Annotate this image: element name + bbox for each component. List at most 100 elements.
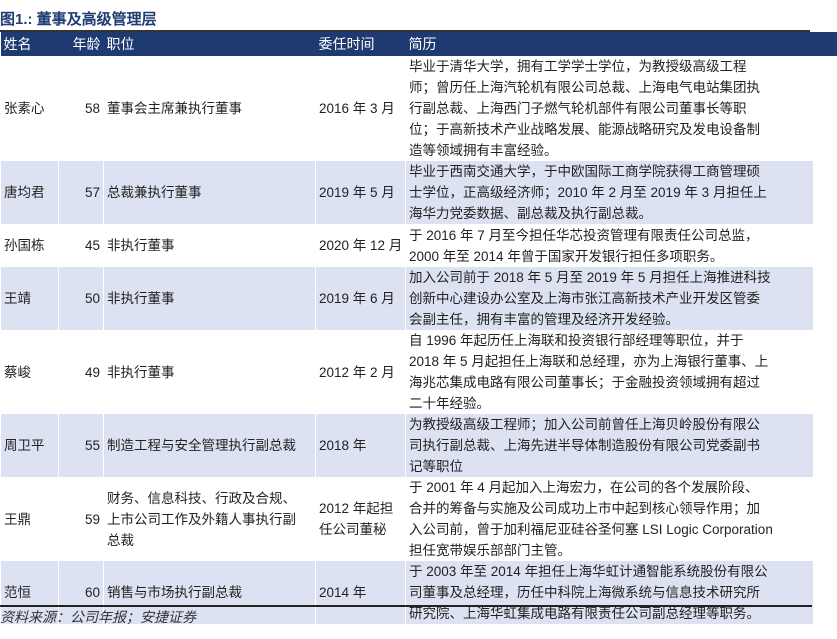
cell-bio-line: 会副主任，拥有丰富的管理及经济开发经验。 (409, 312, 679, 327)
table-row: 蔡峻 49 非执行董事 2012 年 2 月自 1996 年起历任上海联和投资银行部经… (0, 330, 813, 414)
cell-bio-line: 于 2016 年 7 月至今担任华芯投资管理有限责任公司总监， (409, 227, 759, 243)
cell-position-line: 上市公司工作及外籍人事执行副 (107, 511, 296, 527)
cell-position-line: 销售与市场执行副总裁 (107, 585, 242, 600)
cell-appointed-line: 2019 年 6 月 (319, 291, 395, 306)
cell-position: 非执行董事 (103, 330, 316, 414)
cell-age: 59 (58, 477, 104, 561)
table-row: 王鼎 59 财务、信息科技、行政及合规、 上市公司工作及外籍人事执行副 总裁 2012 年… (0, 477, 813, 561)
figure-title: 图1.: 董事及高级管理层 (0, 11, 157, 28)
management-table: 姓名 年龄 职位 委任时间 简历 张素心 58 董事会主席兼执行董事 2016 年 3… (0, 32, 813, 624)
cell-bio-line: 于 2001 年 4 月起加入上海宏力，在公司的各个发展阶段、 (409, 480, 759, 495)
cell-bio-line: 士学位，正高级经济师；2010 年 2 月至 2019 年 3 月担任上 (409, 185, 767, 200)
table-row: 范恒 60 销售与市场执行副总裁 2014 年 于 2003 年至 2014 年担任上海… (0, 561, 813, 624)
cell-appointed: 2012 年起担 任公司董秘 (315, 477, 406, 561)
cell-bio-line: 入公司前，曾于加利福尼亚硅谷圣何塞 LSI Logic Corporation (409, 522, 773, 537)
cell-appointed: 2020 年 12 月 (315, 224, 406, 267)
header-row: 姓名 年龄 职位 委任时间 简历 (0, 32, 813, 56)
cell-bio-line: 担任宽带娱乐部部门主管。 (409, 543, 571, 558)
cell-name: 范恒 (0, 561, 59, 624)
cell-position: 董事会主席兼执行董事 (103, 56, 316, 161)
cell-bio-line: 司董事及总经理，历任中科院上海微系统与信息技术研究所 (409, 585, 760, 600)
cell-bio: 加入公司前于 2018 年 5 月至 2019 年 5 月担任上海推进科技 创新中… (405, 267, 813, 330)
cell-appointed: 2016 年 3 月 (315, 56, 406, 161)
cell-name: 张素心 (0, 56, 59, 161)
cell-appointed-line: 2012 年起担 (319, 501, 394, 516)
cell-age: 58 (58, 56, 104, 161)
cell-bio: 于 2001 年 4 月起加入上海宏力，在公司的各个发展阶段、 合并的筹备与实施及… (405, 477, 813, 561)
table-row: 王靖 50 非执行董事 2019 年 6 月加入公司前于 2018 年 5 月至 20… (0, 267, 813, 330)
header-bio: 简历 (405, 32, 813, 56)
cell-bio: 毕业于清华大学，拥有工学学士学位，为教授级高级工程 师；曾历任上海汽轮机有限公司总… (405, 56, 813, 161)
cell-appointed-line: 2014 年 (319, 585, 367, 600)
cell-bio-line: 毕业于西南交通大学，于中欧国际工商学院获得工商管理硕 (409, 164, 760, 179)
cell-bio: 于 2016 年 7 月至今担任华芯投资管理有限责任公司总监， 2000 年至 2… (405, 224, 813, 267)
cell-appointed: 2012 年 2 月 (315, 330, 406, 414)
table-row: 唐均君 57 总裁兼执行董事 2019 年 5 月毕业于西南交通大学，于中欧国际工商学… (0, 161, 813, 224)
cell-bio-line: 为教授级高级工程师；加入公司前曾任上海贝岭股份有限公 (409, 417, 760, 432)
cell-bio-line: 2018 年 5 月起担任上海联和总经理，亦为上海银行董事、上 (409, 354, 769, 369)
cell-position-line: 非执行董事 (107, 238, 175, 253)
cell-bio-line: 造等领域拥有丰富经验。 (409, 143, 558, 158)
source-note: 资料来源：公司年报；安捷证券 (0, 609, 196, 625)
cell-position-line: 董事会主席兼执行董事 (107, 101, 242, 116)
cell-bio-line: 加入公司前于 2018 年 5 月至 2019 年 5 月担任上海推进科技 (409, 270, 771, 285)
cell-appointed-line: 2016 年 3 月 (319, 101, 395, 116)
cell-age: 57 (58, 161, 104, 224)
cell-bio: 自 1996 年起历任上海联和投资银行部经理等职位，并于 2018 年 5 月起担… (405, 330, 813, 414)
cell-appointed-line: 任公司董秘 (319, 522, 387, 537)
cell-position: 总裁兼执行董事 (103, 161, 316, 224)
table-row: 张素心 58 董事会主席兼执行董事 2016 年 3 月毕业于清华大学，拥有工学学士学… (0, 56, 813, 161)
cell-position-line: 非执行董事 (107, 291, 175, 306)
cell-bio-line: 合并的筹备与实施及公司成功上市中起到核心领导作用；加 (409, 501, 760, 516)
cell-age: 60 (58, 561, 104, 624)
cell-appointed: 2019 年 6 月 (315, 267, 406, 330)
cell-appointed: 2018 年 (315, 414, 406, 477)
cell-position: 销售与市场执行副总裁 (103, 561, 316, 624)
cell-age: 49 (58, 330, 104, 414)
cell-appointed: 2019 年 5 月 (315, 161, 406, 224)
cell-name: 王靖 (0, 267, 59, 330)
cell-bio-line: 海兆芯集成电路有限公司董事长；于金融投资领域拥有超过 (409, 375, 760, 390)
cell-bio-line: 研究院、上海华虹集成电路有限责任公司副总经理等职务。 (409, 606, 760, 621)
header-name: 姓名 (0, 32, 59, 56)
cell-bio-line: 师；曾历任上海汽轮机有限公司总裁、上海电气电站集团执 (409, 80, 760, 95)
cell-name: 王鼎 (0, 477, 59, 561)
cell-name: 蔡峻 (0, 330, 59, 414)
cell-position-line: 总裁 (107, 532, 134, 548)
cell-bio-line: 自 1996 年起历任上海联和投资银行部经理等职位，并于 (409, 333, 744, 348)
cell-bio-line: 创新中心建设办公室及上海市张江高新技术产业开发区管委 (409, 291, 760, 306)
cell-bio-line: 记等职位 (409, 459, 463, 474)
cell-position: 非执行董事 (103, 267, 316, 330)
cell-name: 周卫平 (0, 414, 59, 477)
cell-appointed-line: 2019 年 5 月 (319, 185, 395, 200)
cell-position: 财务、信息科技、行政及合规、 上市公司工作及外籍人事执行副 总裁 (103, 477, 316, 561)
cell-bio-line: 于 2003 年至 2014 年担任上海华虹计通智能系统股份有限公 (409, 564, 768, 579)
cell-name: 唐均君 (0, 161, 59, 224)
cell-appointed: 2014 年 (315, 561, 406, 624)
cell-appointed-line: 2020 年 12 月 (319, 238, 403, 253)
cell-name: 孙国栋 (0, 224, 59, 267)
cell-position-line: 非执行董事 (107, 364, 175, 380)
cell-age: 45 (58, 224, 104, 267)
cell-appointed-line: 2018 年 (319, 438, 367, 453)
cell-bio: 于 2003 年至 2014 年担任上海华虹计通智能系统股份有限公 司董事及总经理… (405, 561, 813, 624)
cell-position-line: 财务、信息科技、行政及合规、 (107, 490, 296, 506)
bottom-rule (0, 605, 812, 607)
top-rule (0, 30, 810, 32)
cell-bio-line: 司执行副总裁、上海先进半导体制造股份有限公司党委副书 (409, 438, 760, 453)
cell-age: 50 (58, 267, 104, 330)
cell-bio-line: 2000 年至 2014 年曾于国家开发银行担任多项职务。 (409, 248, 724, 264)
cell-bio-line: 毕业于清华大学，拥有工学学士学位，为教授级高级工程 (409, 59, 747, 74)
header-position: 职位 (103, 32, 316, 56)
header-extension (812, 32, 837, 56)
cell-bio-line: 行副总裁、上海西门子燃气轮机部件有限公司董事长等职 (409, 101, 747, 116)
cell-bio-line: 海华力党委数据、副总裁及执行副总裁。 (409, 206, 652, 221)
cell-age: 55 (58, 414, 104, 477)
header-appointed: 委任时间 (315, 32, 406, 56)
cell-bio-line: 位；于高新技术产业战略发展、能源战略研究及发电设备制 (409, 122, 760, 137)
table-row: 孙国栋 45 非执行董事 2020 年 12 月于 2016 年 7 月至今担任华芯投… (0, 224, 813, 267)
table-row: 周卫平 55 制造工程与安全管理执行副总裁 2018 年 为教授级高级工程师；加入公司前… (0, 414, 813, 477)
cell-bio: 毕业于西南交通大学，于中欧国际工商学院获得工商管理硕 士学位，正高级经济师；201… (405, 161, 813, 224)
header-age: 年龄 (58, 32, 104, 56)
cell-position: 制造工程与安全管理执行副总裁 (103, 414, 316, 477)
